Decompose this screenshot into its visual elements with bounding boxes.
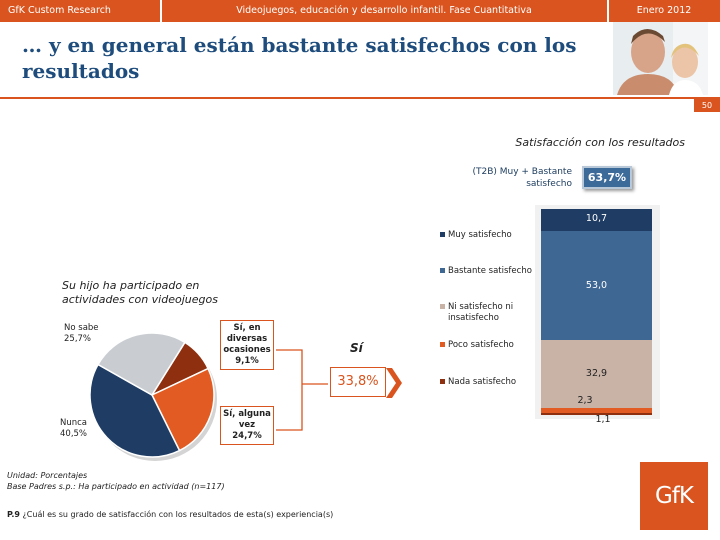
page-number: 50 [694,99,720,112]
t2b-label: (T2B) Muy + Bastante satisfecho [420,166,572,190]
bar-value-label: 1,1 [595,414,611,425]
unit-note: Unidad: Porcentajes [7,471,88,480]
legend-label: Ni satisfecho ni [448,302,514,312]
participation-pie-chart [89,332,217,461]
pie-slice-no-sabe [97,332,186,397]
bar-segment-nada-satisfecho [541,412,652,415]
question-text: P.9 ¿Cuál es su grado de satisfacción co… [7,510,333,519]
satisfaction-chart-title: Satisfacción con los resultados [515,136,685,149]
title-rule [0,97,720,99]
page-title: … y en general están bastante satisfecho… [22,33,577,83]
callout-value: 9,1% [235,356,259,366]
legend-label: Poco satisfecho [448,340,514,350]
question-body: ¿Cuál es su grado de satisfacción con lo… [22,510,334,519]
callout-line: ocasiones [223,345,271,355]
bar-segment-ni-satisfecho-ni-insatisfecho [541,340,652,408]
header-separator [160,0,162,22]
bar-value-label: 2,3 [577,394,593,406]
participation-question: Su hijo ha participado en actividades co… [62,279,242,307]
legend-item-poco-satisfecho: Poco satisfecho [440,340,514,351]
legend-label: Muy satisfecho [448,230,512,240]
no-sabe-label: No sabe 25,7% [64,323,99,345]
study-title: Videojuegos, educación y desarrollo infa… [236,5,532,16]
bar-segment-bastante-satisfecho [541,231,652,341]
callout-line: Sí, alguna [223,409,271,419]
nunca-label: Nunca 40,5% [60,418,87,440]
report-date: Enero 2012 [636,5,692,16]
callout-alguna-vez: Sí, alguna vez 24,7% [220,406,274,445]
bracket-connector [276,349,402,431]
legend-swatch [440,342,445,347]
legend-swatch [440,379,445,384]
legend-label: Nada satisfecho [448,377,517,387]
nunca-value: 40,5% [60,429,88,439]
callout-line: vez [238,420,256,430]
pie-slice-nunca [89,363,181,458]
legend-swatch [440,304,445,309]
si-label: Sí [350,341,363,355]
legend-swatch [440,268,445,273]
t2b-value-box: 63,7% [582,166,632,189]
father-son-photo [613,22,708,95]
callout-value: 24,7% [232,431,262,441]
callout-line: Sí, en [233,323,261,333]
bar-segment-muy-satisfecho [541,209,652,232]
callout-line: diversas [226,334,268,344]
question-line1: Su hijo ha participado en [62,279,200,292]
legend-item-muy-satisfecho: Muy satisfecho [440,230,512,241]
nunca-text: Nunca [60,418,88,428]
legend-swatch [440,232,445,237]
legend-item-ni-satisfecho: Ni satisfecho ni insatisfecho [440,302,513,324]
base-note: Base Padres s.p.: Ha participado en acti… [7,482,225,491]
header-separator [607,0,609,22]
question-line2: actividades con videojuegos [62,293,218,306]
bar-value-label: 32,9 [585,368,608,380]
no-sabe-value: 25,7% [64,334,92,344]
legend-item-nada-satisfecho: Nada satisfecho [440,377,516,388]
bar-value-label: 53,0 [585,279,608,291]
header-bar: GfK Custom Research Videojuegos, educaci… [0,0,720,22]
t2b-label-line1: (T2B) Muy + Bastante [472,167,572,177]
bar-value-label: 10,7 [585,213,608,224]
si-value-box: 33,8% [330,367,386,397]
gfk-logo: GfK [640,462,708,530]
callout-diversas-ocasiones: Sí, en diversas ocasiones 9,1% [220,320,274,370]
question-code: P.9 [7,510,20,519]
company-name: GfK Custom Research [8,5,111,16]
pie-slice-sí-alguna-vez [150,367,215,452]
legend-label-cont: insatisfecho [448,313,499,323]
t2b-label-line2: satisfecho [526,179,572,189]
bar-segment-poco-satisfecho [541,407,652,413]
no-sabe-text: No sabe [64,323,99,333]
legend-item-bastante-satisfecho: Bastante satisfecho [440,266,532,277]
legend-label: Bastante satisfecho [448,266,532,276]
